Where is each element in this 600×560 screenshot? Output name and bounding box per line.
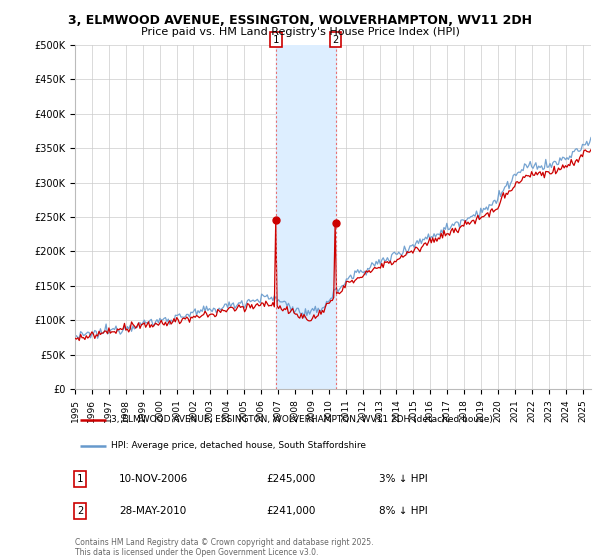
- Text: HPI: Average price, detached house, South Staffordshire: HPI: Average price, detached house, Sout…: [111, 441, 366, 450]
- Text: 2: 2: [77, 506, 83, 516]
- Text: Price paid vs. HM Land Registry's House Price Index (HPI): Price paid vs. HM Land Registry's House …: [140, 27, 460, 37]
- Text: Contains HM Land Registry data © Crown copyright and database right 2025.
This d: Contains HM Land Registry data © Crown c…: [75, 538, 373, 557]
- Text: 8% ↓ HPI: 8% ↓ HPI: [379, 506, 428, 516]
- Text: £241,000: £241,000: [266, 506, 315, 516]
- Text: 3, ELMWOOD AVENUE, ESSINGTON, WOLVERHAMPTON, WV11 2DH (detached house): 3, ELMWOOD AVENUE, ESSINGTON, WOLVERHAMP…: [111, 415, 493, 424]
- Text: 2: 2: [332, 35, 339, 45]
- Text: 10-NOV-2006: 10-NOV-2006: [119, 474, 188, 484]
- Text: 1: 1: [77, 474, 83, 484]
- Text: 28-MAY-2010: 28-MAY-2010: [119, 506, 186, 516]
- Text: £245,000: £245,000: [266, 474, 315, 484]
- Text: 1: 1: [272, 35, 279, 45]
- Text: 3, ELMWOOD AVENUE, ESSINGTON, WOLVERHAMPTON, WV11 2DH: 3, ELMWOOD AVENUE, ESSINGTON, WOLVERHAMP…: [68, 14, 532, 27]
- Bar: [276, 45, 336, 389]
- Text: 3% ↓ HPI: 3% ↓ HPI: [379, 474, 428, 484]
